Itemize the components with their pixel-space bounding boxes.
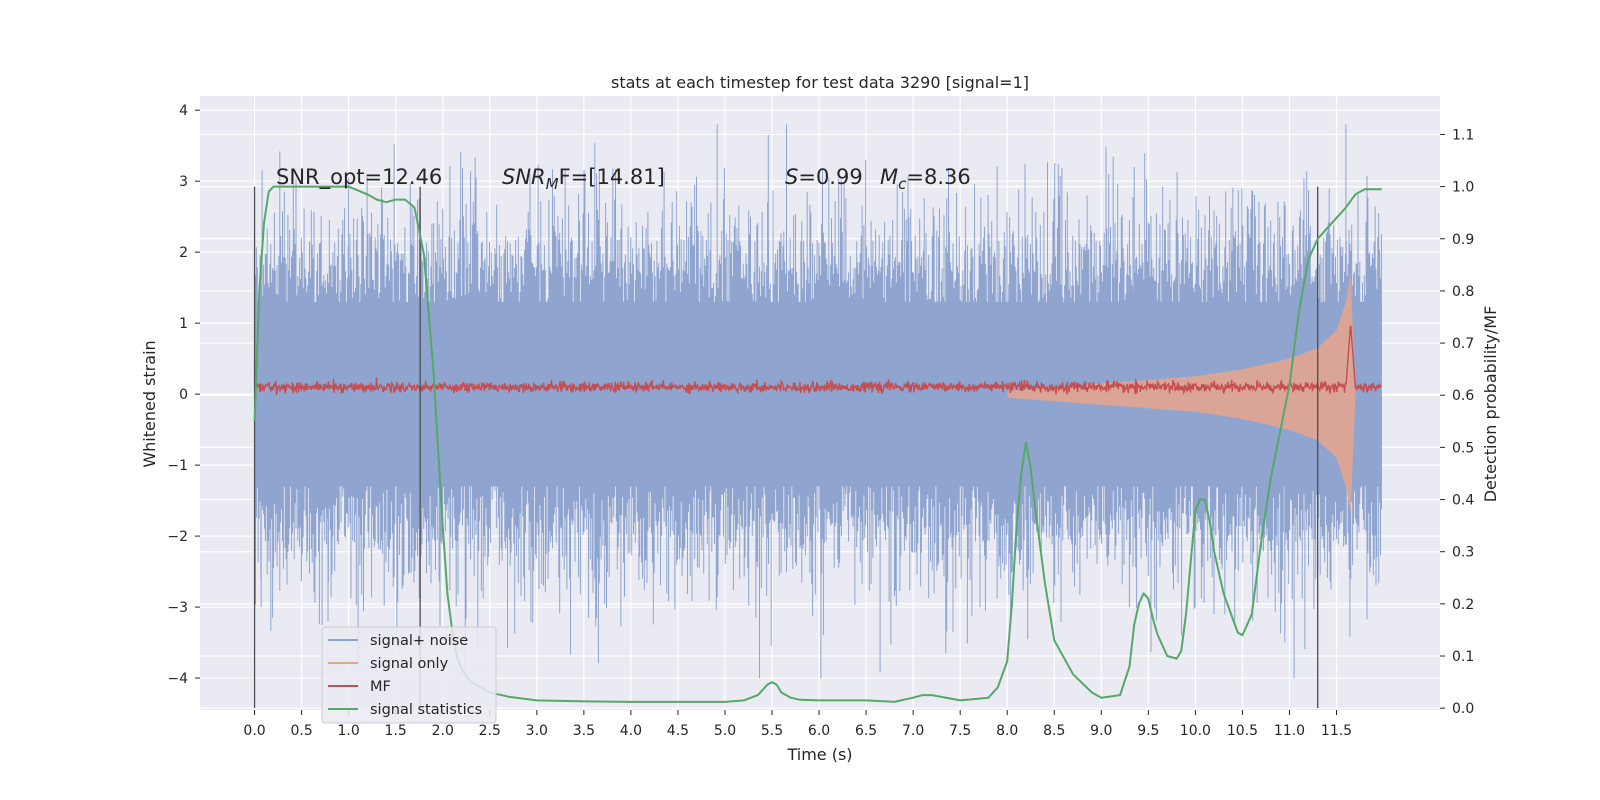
y2-tick-label: 0.5 xyxy=(1452,440,1474,456)
mf-series xyxy=(253,325,1382,395)
y2-tick-label: 0.0 xyxy=(1452,701,1474,717)
legend-label-signal-noise: signal+ noise xyxy=(370,633,468,649)
y-tick-label: −3 xyxy=(167,600,188,616)
mc-subscript: c xyxy=(898,175,907,193)
s-annotation: S=0.99 xyxy=(785,165,863,189)
x-tick-label: 7.5 xyxy=(949,723,971,739)
y2-tick-label: 1.1 xyxy=(1452,127,1474,143)
x-tick-label: 2.0 xyxy=(432,723,454,739)
snr-mf-symbol: SNR xyxy=(502,165,546,189)
y2-tick-label: 0.1 xyxy=(1452,649,1474,665)
annotations: SNR_opt=12.46 SNRMF=[14.81] S=0.99 Mc=8.… xyxy=(276,165,971,193)
signal-statistics-line xyxy=(253,185,1382,703)
x-tick-label: 6.0 xyxy=(808,723,830,739)
x-tick-label: 5.5 xyxy=(761,723,783,739)
legend-label-mf: MF xyxy=(370,679,391,695)
y-axis-title: Whitened strain xyxy=(140,340,159,467)
x-tick-label: 6.5 xyxy=(855,723,877,739)
y2-tick-label: 0.7 xyxy=(1452,336,1474,352)
y2-tick-label: 0.6 xyxy=(1452,388,1474,404)
y2-tick-label: 1.0 xyxy=(1452,180,1474,196)
x-tick-label: 1.0 xyxy=(338,723,360,739)
x-tick-label: 10.5 xyxy=(1227,723,1258,739)
s-value: =0.99 xyxy=(798,165,862,189)
y-tick-label: −4 xyxy=(167,671,188,687)
y2-tick-label: 0.3 xyxy=(1452,545,1474,561)
x-tick-label: 8.5 xyxy=(1043,723,1065,739)
y-axis-ticks: 4 3 2 1 0 −1 −2 −3 −4 xyxy=(167,103,200,687)
x-tick-label: 4.0 xyxy=(620,723,642,739)
legend: signal+ noise signal only MF signal stat… xyxy=(321,626,497,724)
y-tick-label: 4 xyxy=(179,103,188,119)
y2-axis-ticks: 1.1 1.0 0.9 0.8 0.7 0.6 0.5 0.4 0.3 0.2 0.1 0.0 xyxy=(1440,127,1474,717)
y2-tick-label: 0.8 xyxy=(1452,284,1474,300)
mf-trace xyxy=(253,325,1382,395)
y-tick-label: 1 xyxy=(179,316,188,332)
y-tick-label: 0 xyxy=(179,387,188,403)
legend-label-signal-statistics: signal statistics xyxy=(370,702,482,718)
x-tick-label: 3.0 xyxy=(526,723,548,739)
vertical-markers xyxy=(253,186,1319,709)
signal-only-envelope xyxy=(1007,273,1356,515)
y2-axis-title: Detection probability/MF xyxy=(1481,306,1500,503)
snr-mf-subscript: M xyxy=(546,175,559,193)
x-tick-label: 11.5 xyxy=(1321,723,1352,739)
x-tick-label: 11.0 xyxy=(1274,723,1305,739)
mc-symbol: M xyxy=(880,165,898,189)
snr-mf-annotation: SNRMF=[14.81] xyxy=(502,165,665,193)
s-symbol: S xyxy=(785,165,798,189)
legend-label-signal-only: signal only xyxy=(370,656,449,672)
y2-tick-label: 0.4 xyxy=(1452,493,1474,509)
x-tick-label: 9.0 xyxy=(1090,723,1112,739)
x-tick-label: 8.0 xyxy=(996,723,1018,739)
x-tick-label: 1.5 xyxy=(385,723,407,739)
mc-value: =8.36 xyxy=(906,165,970,189)
x-tick-label: 2.5 xyxy=(479,723,501,739)
signal-statistics-series xyxy=(253,185,1382,703)
x-axis-title: Time (s) xyxy=(786,745,852,764)
x-tick-label: 3.5 xyxy=(573,723,595,739)
snr-mf-value: F=[14.81] xyxy=(559,165,665,189)
y-tick-label: 2 xyxy=(179,245,188,261)
y-tick-label: −2 xyxy=(167,529,188,545)
y-tick-label: −1 xyxy=(167,458,188,474)
legend-box xyxy=(321,626,497,724)
x-tick-label: 7.0 xyxy=(902,723,924,739)
x-tick-label: 4.5 xyxy=(667,723,689,739)
x-tick-label: 10.0 xyxy=(1180,723,1211,739)
y2-tick-label: 0.2 xyxy=(1452,597,1474,613)
y-tick-label: 3 xyxy=(179,174,188,190)
x-tick-label: 9.5 xyxy=(1137,723,1159,739)
x-tick-label: 5.0 xyxy=(714,723,736,739)
signal-only-series xyxy=(1007,273,1356,515)
snr-opt-annotation: SNR_opt=12.46 xyxy=(276,165,442,190)
x-axis-ticks: 0.0 0.5 1.0 1.5 2.0 2.5 3.0 3.5 4.0 4.5 5.0 5.5 6.0 6… xyxy=(243,710,1352,739)
x-tick-label: 0.0 xyxy=(243,723,265,739)
x-tick-label: 0.5 xyxy=(290,723,312,739)
y2-tick-label: 0.9 xyxy=(1452,232,1474,248)
mc-annotation: Mc=8.36 xyxy=(880,165,971,193)
chart-title: stats at each timestep for test data 329… xyxy=(611,73,1029,92)
